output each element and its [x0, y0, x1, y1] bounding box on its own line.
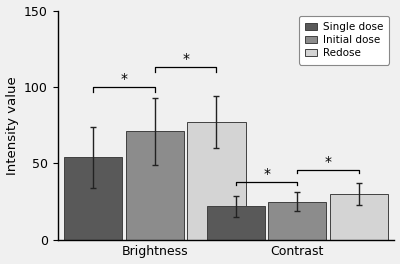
Text: *: * [324, 155, 332, 169]
Bar [268, 202, 326, 240]
Bar [64, 157, 122, 240]
Y-axis label: Intensity value: Intensity value [6, 76, 18, 175]
Text: *: * [120, 72, 128, 86]
Bar [207, 206, 265, 240]
Bar [330, 194, 388, 240]
Text: *: * [263, 167, 270, 181]
Legend: Single dose, Initial dose, Redose: Single dose, Initial dose, Redose [299, 16, 389, 64]
Bar [126, 131, 184, 240]
Text: *: * [182, 52, 189, 66]
Bar [187, 122, 246, 240]
